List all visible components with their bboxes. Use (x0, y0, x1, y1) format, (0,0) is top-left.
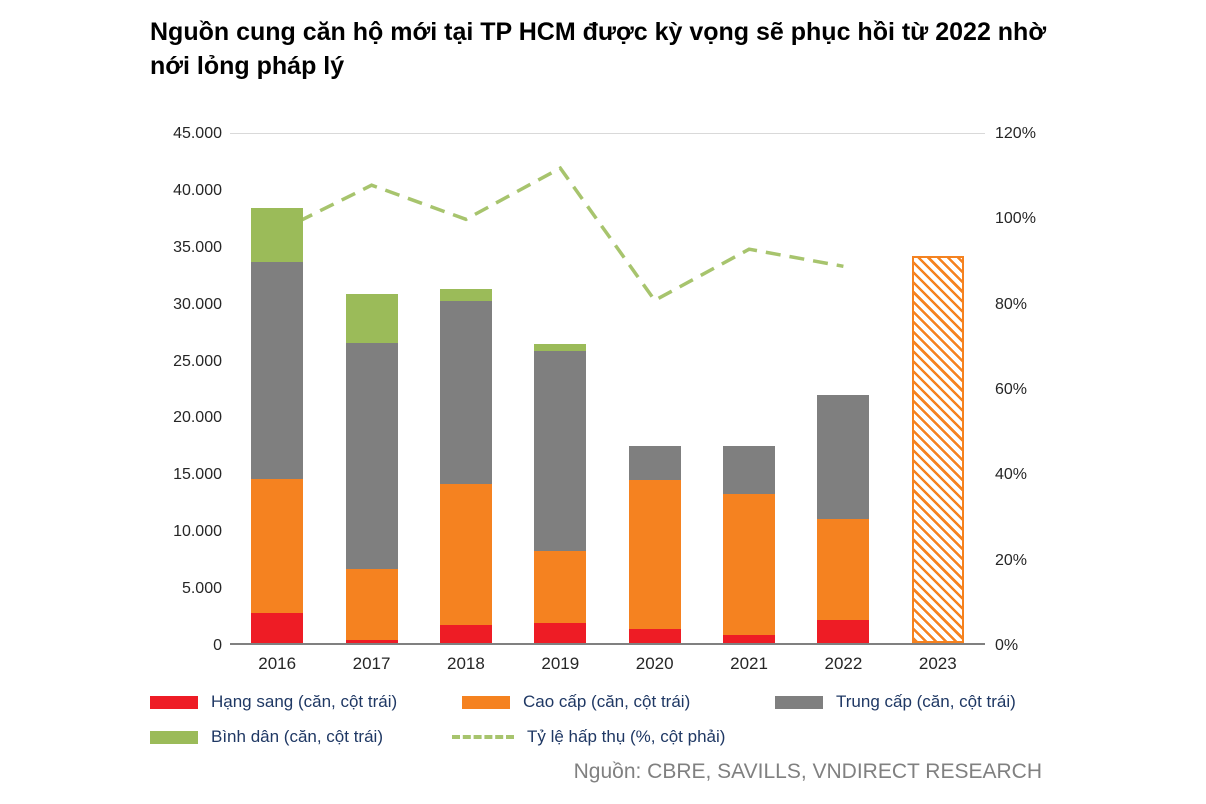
forecast-bar-2023 (911, 256, 964, 643)
bar-segment-green-2019 (534, 343, 587, 351)
legend-item: Trung cấp (căn, cột trái) (775, 692, 1016, 712)
left-axis-tick: 20.000 (173, 409, 222, 427)
x-axis: 2016 2017 2018 2019 2020 2021 2022 2023 (230, 654, 985, 678)
bar-segment-gray-2019 (534, 350, 587, 551)
bar-segment-orange-2018 (439, 483, 492, 625)
legend-item: Hạng sang (căn, cột trái) (150, 692, 397, 712)
bar-segment-gray-2022 (817, 394, 870, 519)
chart-title: Nguồn cung căn hộ mới tại TP HCM được kỳ… (150, 18, 1047, 80)
left-axis-tick: 0 (213, 637, 222, 654)
bar-segment-red-2021 (723, 635, 776, 643)
right-axis-tick: 100% (995, 210, 1036, 228)
absorption-rate-polyline (276, 165, 844, 303)
right-axis-tick: 120% (995, 125, 1036, 142)
bar-segment-orange-2019 (534, 550, 587, 623)
x-axis-label-2023: 2023 (918, 654, 957, 673)
x-axis-label-2017: 2017 (352, 654, 391, 673)
legend-label: Tỷ lệ hấp thụ (%, cột phải) (527, 727, 726, 746)
right-axis-tick: 0% (995, 637, 1019, 654)
legend-swatch (462, 695, 510, 709)
right-axis: 0% 20% 40% 60% 80% 100% 120% (995, 125, 1065, 654)
left-axis-tick: 10.000 (173, 523, 222, 541)
left-axis-tick: 40.000 (173, 181, 222, 199)
legend-item: Tỷ lệ hấp thụ (%, cột phải) (452, 727, 725, 747)
left-axis-tick: 30.000 (173, 295, 222, 313)
bar-segment-gray-2018 (439, 300, 492, 484)
left-axis-tick: 15.000 (173, 466, 222, 484)
x-axis-label-2018: 2018 (447, 654, 485, 673)
x-axis-label-2021: 2021 (730, 654, 768, 673)
x-axis-label-2020: 2020 (635, 654, 674, 673)
legend-item: Bình dân (căn, cột trái) (150, 727, 383, 747)
right-axis-tick: 40% (995, 466, 1028, 484)
bar-segment-gray-2016 (251, 261, 304, 480)
right-axis-tick: 20% (995, 551, 1028, 569)
bar-segment-green-2016 (251, 208, 304, 262)
bar-segment-orange-2020 (628, 480, 681, 630)
bar-segment-green-2018 (439, 289, 492, 301)
right-axis-tick: 80% (995, 295, 1028, 313)
bar-segment-red-2016 (251, 613, 304, 643)
legend-label: Trung cấp (căn, cột trái) (836, 692, 1016, 711)
plot-area (230, 133, 985, 645)
legend-swatch (775, 695, 823, 709)
x-axis-label-2019: 2019 (541, 654, 580, 673)
bar-segment-gray-2020 (628, 446, 681, 481)
legend-swatch (150, 695, 198, 709)
left-axis: 0 5.000 10.000 15.000 20.000 25.000 30.000 35.0… (140, 125, 222, 654)
bar-segment-orange-2022 (817, 519, 870, 621)
right-axis-tick: 60% (995, 381, 1028, 398)
legend-label: Cao cấp (căn, cột trái) (523, 692, 691, 711)
absorption-rate-line (276, 165, 844, 303)
legend-item: Cao cấp (căn, cột trái) (462, 692, 690, 712)
bar-segment-red-2019 (534, 622, 587, 643)
x-axis-label-2022: 2022 (824, 654, 863, 673)
bar-segment-orange-2021 (723, 493, 776, 636)
left-axis-tick: 25.000 (173, 352, 222, 370)
left-axis-tick: 35.000 (173, 238, 222, 256)
bar-segment-orange-2017 (345, 569, 398, 640)
source-note: Nguồn: CBRE, SAVILLS, VNDIRECT RESEARCH (573, 760, 1042, 783)
bar-segment-red-2020 (628, 629, 681, 643)
bar-segment-orange-2016 (251, 479, 304, 614)
legend-label: Bình dân (căn, cột trái) (211, 727, 383, 746)
left-axis-tick: 5.000 (181, 580, 222, 598)
bar-segment-red-2017 (345, 639, 398, 643)
bar-segment-gray-2017 (345, 342, 398, 570)
legend-label: Hạng sang (căn, cột trái) (211, 692, 398, 711)
x-axis-label-2016: 2016 (258, 654, 297, 673)
legend-dashed-line-swatch (452, 735, 514, 739)
legend-swatch (150, 730, 198, 744)
bar-segment-red-2022 (817, 620, 870, 643)
bar-segment-red-2018 (439, 624, 492, 643)
left-axis-tick: 45.000 (173, 125, 222, 142)
bar-segment-green-2017 (345, 293, 398, 343)
bar-segment-gray-2021 (723, 446, 776, 494)
